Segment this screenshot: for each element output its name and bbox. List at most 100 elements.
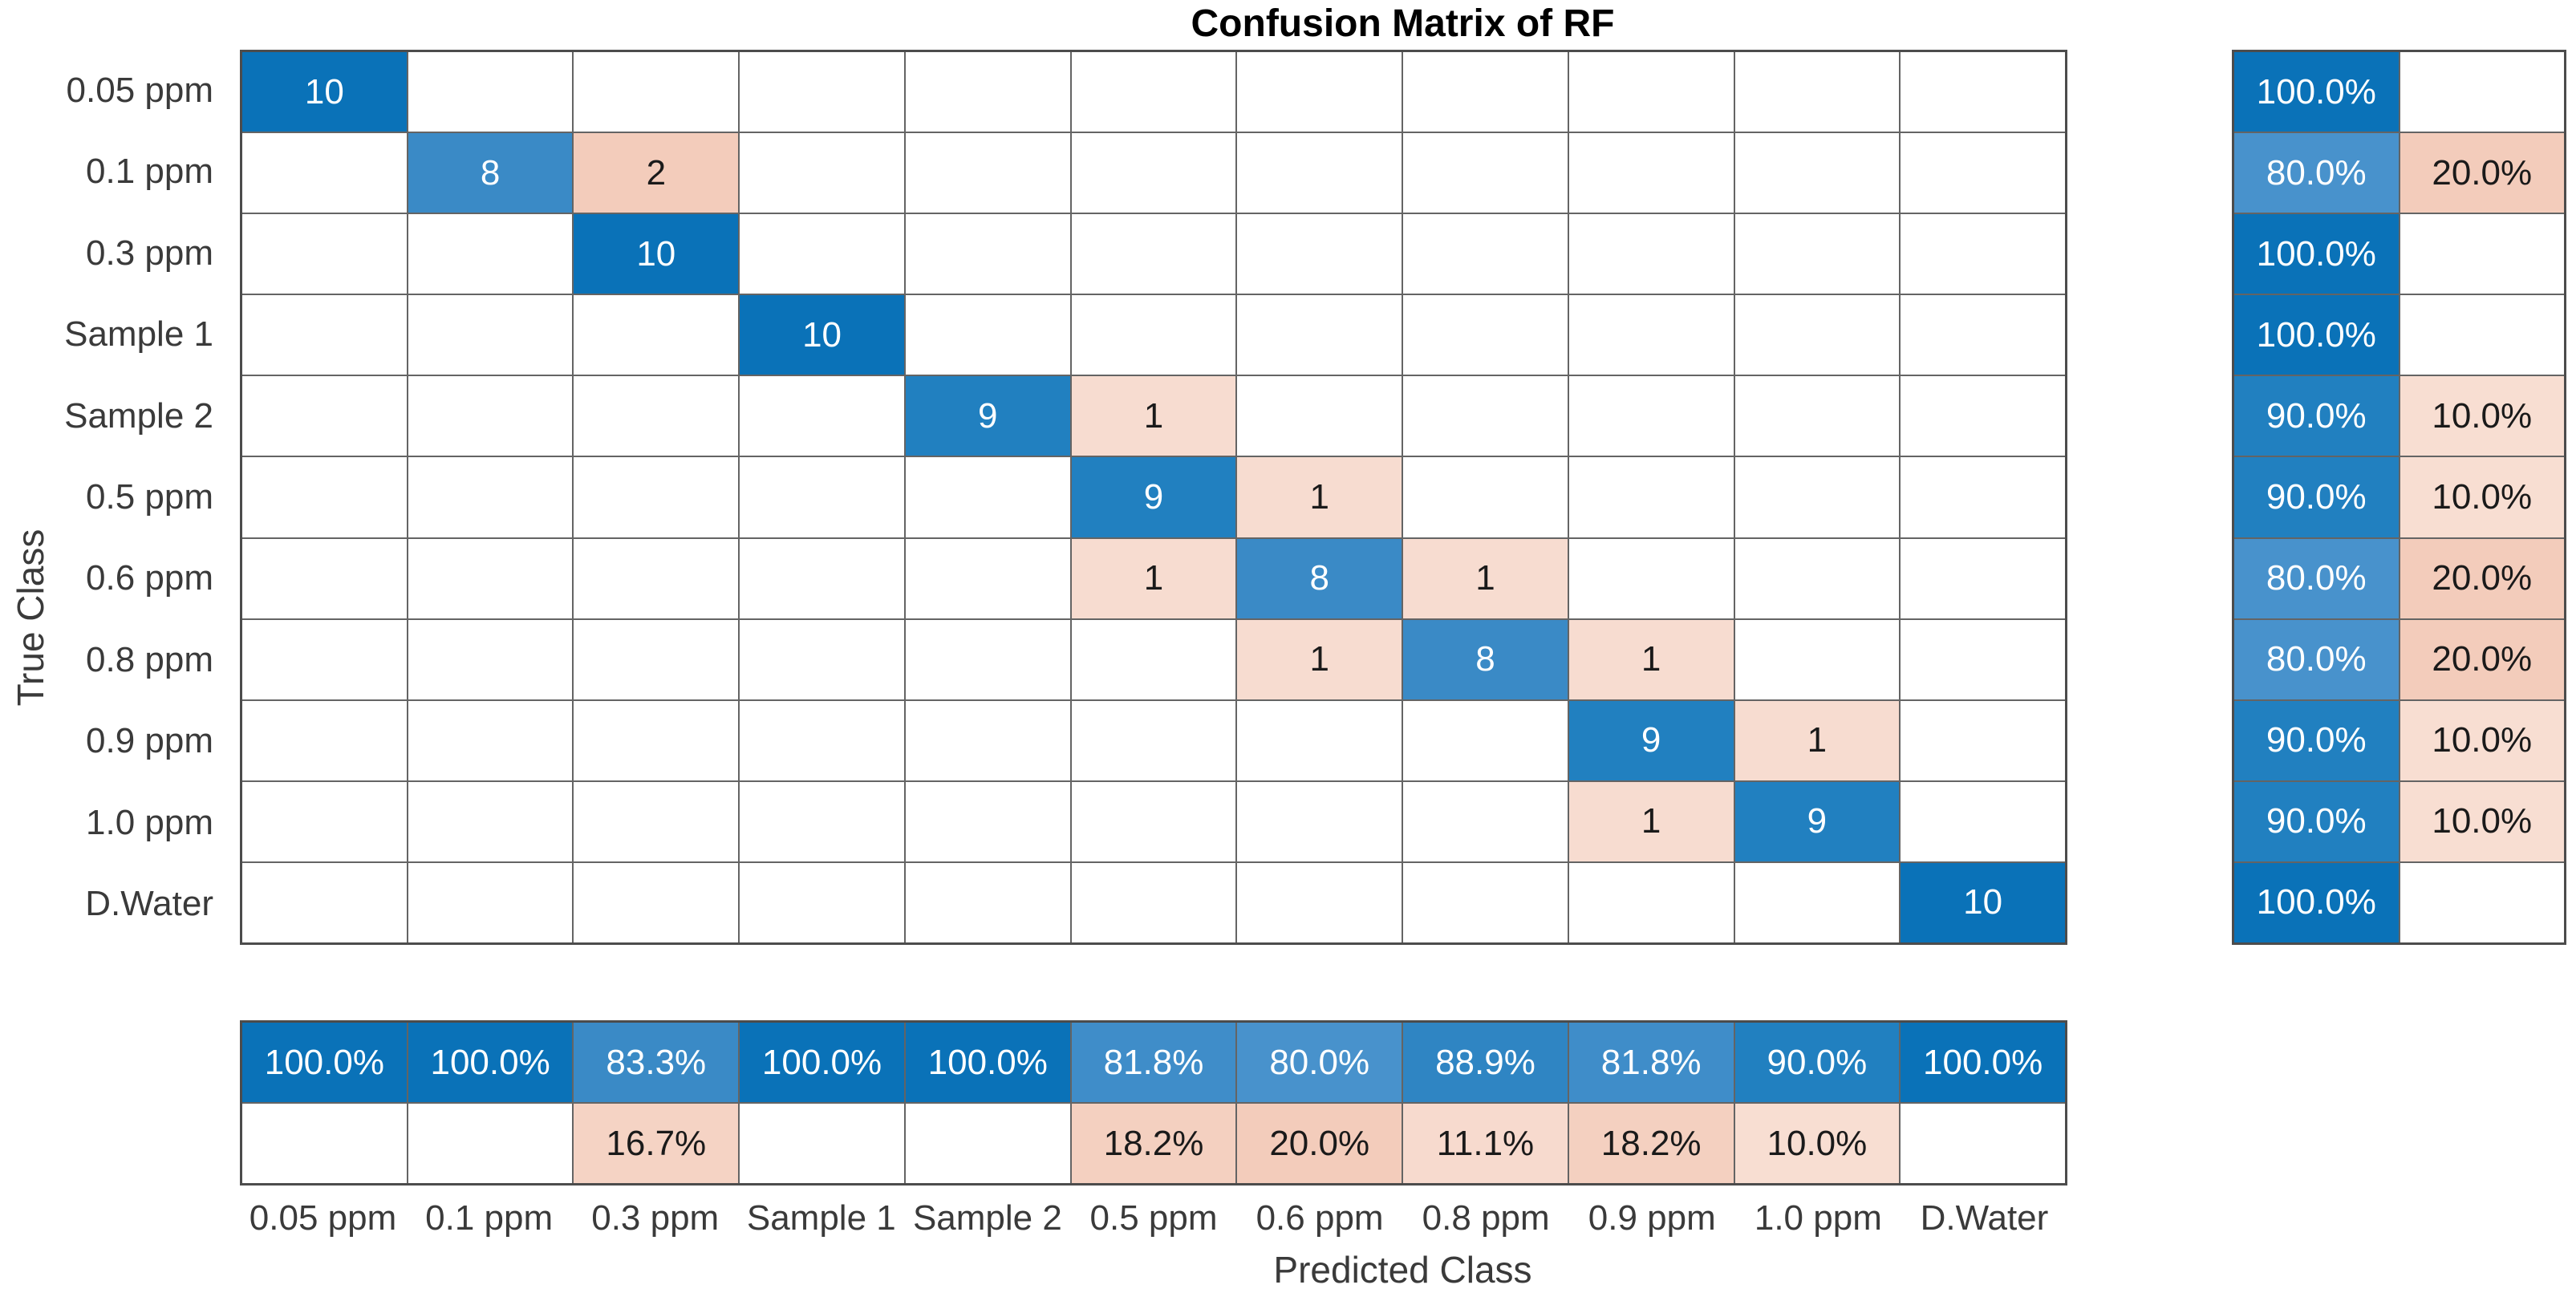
- row-summary-cell: 20.0%: [2400, 538, 2564, 618]
- x-tick-label: 0.9 ppm: [1588, 1198, 1716, 1238]
- matrix-cell: [905, 619, 1070, 699]
- y-tick-label: 1.0 ppm: [86, 802, 213, 842]
- matrix-cell: 10: [242, 52, 407, 132]
- matrix-cell: [740, 862, 904, 942]
- row-summary-cell: 10.0%: [2400, 781, 2564, 861]
- col-summary-cell: 88.9%: [1403, 1023, 1568, 1102]
- matrix-cell: [574, 781, 739, 861]
- matrix-cell: [1071, 700, 1236, 780]
- matrix-cell: [1237, 862, 1402, 942]
- matrix-cell: [1568, 52, 1734, 132]
- col-summary-cell: 18.2%: [1071, 1104, 1236, 1183]
- row-summary-cell: 80.0%: [2234, 619, 2399, 699]
- matrix-cell: [574, 295, 739, 375]
- col-summary-cell: [408, 1104, 573, 1183]
- row-summary-cell: 10.0%: [2400, 700, 2564, 780]
- matrix-cell: 1: [1568, 619, 1734, 699]
- x-tick-label: 0.1 ppm: [425, 1198, 554, 1238]
- matrix-cell: [1403, 214, 1568, 294]
- y-tick-label: 0.9 ppm: [86, 721, 213, 761]
- matrix-cell: [1403, 52, 1568, 132]
- x-tick-label: 0.3 ppm: [591, 1198, 720, 1238]
- matrix-cell: [1071, 295, 1236, 375]
- row-summary-cell: 100.0%: [2234, 295, 2399, 375]
- matrix-cell: [408, 52, 573, 132]
- matrix-cell: [1403, 376, 1568, 456]
- matrix-cell: 10: [574, 214, 739, 294]
- x-tick-label: 0.8 ppm: [1422, 1198, 1550, 1238]
- matrix-cell: [574, 376, 739, 456]
- matrix-cell: [1734, 457, 1900, 537]
- col-summary-cell: [905, 1104, 1070, 1183]
- row-summary-cell: [2400, 295, 2564, 375]
- row-summary-cell: 100.0%: [2234, 214, 2399, 294]
- y-tick-label: D.Water: [85, 884, 213, 924]
- matrix-cell: [1071, 214, 1236, 294]
- row-summary-cell: 90.0%: [2234, 457, 2399, 537]
- x-axis-tick-labels: 0.05 ppm 0.1 ppm 0.3 ppm Sample 1 Sample 2 0.…: [240, 1198, 2067, 1242]
- row-summary-cell: 20.0%: [2400, 619, 2564, 699]
- col-summary-cell: [740, 1104, 904, 1183]
- y-tick-label: 0.3 ppm: [86, 233, 213, 273]
- matrix-cell: 10: [740, 295, 904, 375]
- matrix-cell: [408, 214, 573, 294]
- matrix-cell: [1568, 538, 1734, 618]
- x-tick-label: Sample 1: [746, 1198, 896, 1238]
- col-summary-cell: 10.0%: [1734, 1104, 1900, 1183]
- matrix-cell: 1: [1237, 457, 1402, 537]
- confusion-matrix-grid: 10 8 2 10 10 9 1 9 1 1 8 1 1 8 1 9 1 1 9 10: [240, 50, 2067, 945]
- matrix-cell: [242, 133, 407, 213]
- matrix-cell: 1: [1734, 700, 1900, 780]
- matrix-cell: [1071, 52, 1236, 132]
- matrix-cell: [1568, 457, 1734, 537]
- matrix-cell: [408, 295, 573, 375]
- row-summary-cell: 100.0%: [2234, 862, 2399, 942]
- matrix-cell: 1: [1071, 376, 1236, 456]
- row-summary-grid: 100.0% 80.0% 20.0% 100.0% 100.0% 90.0% 10.0% 90…: [2232, 50, 2566, 945]
- matrix-cell: [1901, 376, 2065, 456]
- matrix-cell: [242, 619, 407, 699]
- matrix-cell: [1237, 781, 1402, 861]
- matrix-cell: [242, 295, 407, 375]
- matrix-cell: [1568, 214, 1734, 294]
- matrix-cell: [1403, 133, 1568, 213]
- col-summary-cell: 100.0%: [408, 1023, 573, 1102]
- col-summary-cell: 100.0%: [905, 1023, 1070, 1102]
- matrix-cell: [1901, 214, 2065, 294]
- matrix-cell: [1901, 295, 2065, 375]
- x-tick-label: 0.5 ppm: [1089, 1198, 1218, 1238]
- matrix-cell: [242, 457, 407, 537]
- matrix-cell: [408, 619, 573, 699]
- x-tick-label: D.Water: [1920, 1198, 2049, 1238]
- y-tick-label: 0.1 ppm: [86, 152, 213, 192]
- matrix-cell: [1071, 133, 1236, 213]
- matrix-cell: [242, 781, 407, 861]
- matrix-cell: [408, 457, 573, 537]
- row-summary-cell: 100.0%: [2234, 52, 2399, 132]
- col-summary-cell: 81.8%: [1568, 1023, 1734, 1102]
- matrix-cell: [1568, 862, 1734, 942]
- row-summary-cell: [2400, 214, 2564, 294]
- x-axis-label: Predicted Class: [1273, 1249, 1532, 1291]
- matrix-cell: [740, 52, 904, 132]
- col-summary-cell: [242, 1104, 407, 1183]
- matrix-cell: [740, 214, 904, 294]
- matrix-cell: [1403, 700, 1568, 780]
- col-summary-cell: 18.2%: [1568, 1104, 1734, 1183]
- matrix-cell: [408, 862, 573, 942]
- row-summary-cell: 80.0%: [2234, 133, 2399, 213]
- col-summary-cell: 83.3%: [574, 1023, 739, 1102]
- row-summary-cell: 10.0%: [2400, 376, 2564, 456]
- matrix-cell: [1568, 133, 1734, 213]
- matrix-cell: [740, 538, 904, 618]
- matrix-cell: 8: [408, 133, 573, 213]
- col-summary-cell: 16.7%: [574, 1104, 739, 1183]
- row-summary-cell: 80.0%: [2234, 538, 2399, 618]
- matrix-cell: [1734, 619, 1900, 699]
- matrix-cell: [408, 538, 573, 618]
- matrix-cell: [1734, 862, 1900, 942]
- col-summary-cell: 20.0%: [1237, 1104, 1402, 1183]
- matrix-cell: 8: [1403, 619, 1568, 699]
- matrix-cell: [242, 862, 407, 942]
